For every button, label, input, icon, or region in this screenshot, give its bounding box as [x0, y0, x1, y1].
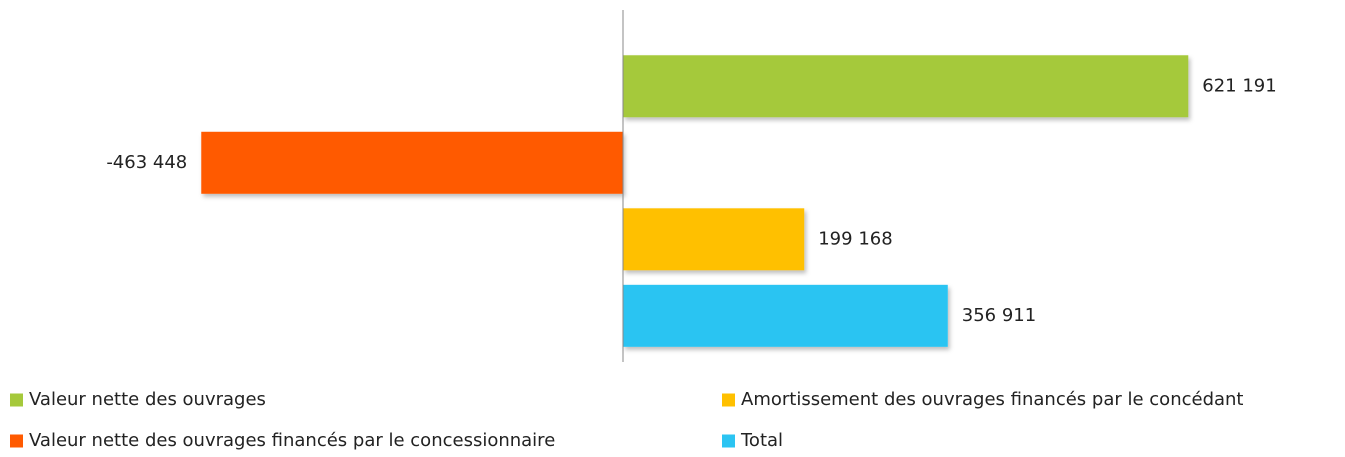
bar [623, 284, 948, 347]
legend-label: Total [740, 430, 783, 451]
data-label: 356 911 [962, 305, 1036, 326]
legend-label: Valeur nette des ouvrages financés par l… [29, 430, 555, 451]
legend-label: Amortissement des ouvrages financés par … [741, 389, 1244, 410]
data-label: 621 191 [1202, 75, 1276, 96]
bar [201, 131, 623, 194]
legend-swatch [10, 393, 23, 407]
legend-swatch [10, 434, 23, 448]
legend-swatch [722, 434, 735, 448]
bar [623, 55, 1189, 118]
legend-swatch [722, 393, 735, 407]
bar [623, 208, 805, 271]
legend-label: Valeur nette des ouvrages [29, 389, 266, 410]
data-label: -463 448 [106, 152, 187, 173]
data-label: 199 168 [818, 228, 892, 249]
